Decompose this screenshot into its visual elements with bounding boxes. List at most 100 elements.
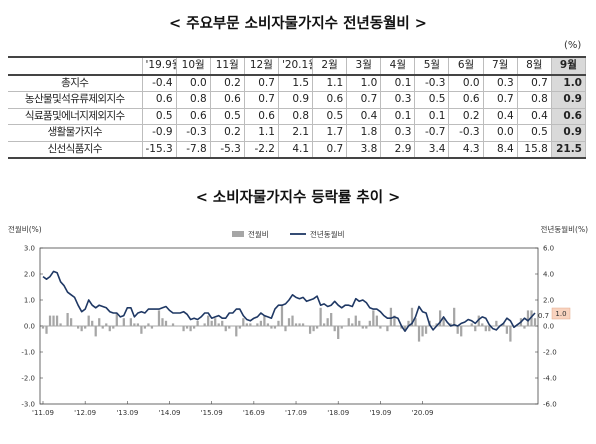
bar-mom <box>351 323 354 326</box>
bar-mom <box>94 326 97 337</box>
x-tick-label: '13.09 <box>116 409 138 417</box>
bar-mom <box>308 326 312 334</box>
bar-mom <box>442 318 445 326</box>
bar-mom <box>435 323 438 326</box>
x-tick-label: '19.09 <box>369 409 391 417</box>
table-title: < 주요부문 소비자물가지수 전년동월비 > <box>169 15 427 32</box>
legend-line-label: 전년동월비 <box>310 229 345 239</box>
callout-label: 1.0 <box>555 310 566 318</box>
table-cell: -7.8 <box>175 140 211 159</box>
bar-mom <box>129 318 132 326</box>
bar-mom <box>438 310 442 326</box>
right-tick-label: 2.0 <box>543 297 554 305</box>
table-cell: -2.2 <box>243 140 279 159</box>
bar-mom <box>59 323 62 326</box>
bar-mom <box>224 326 227 332</box>
bar-mom <box>526 310 530 326</box>
table-cell: -15.3 <box>141 140 177 159</box>
bar-mom <box>477 315 480 326</box>
table-cell: 0.7 <box>516 74 552 92</box>
bar-mom <box>379 326 382 329</box>
table-cell: 0.6 <box>243 107 279 125</box>
table-cell: 3.4 <box>414 140 450 159</box>
bar-mom <box>284 326 287 332</box>
cpi-table: '19.9월 10월 11월 12월 '20.1월 2월 3월 4월 5월 6월… <box>8 56 587 159</box>
bar-mom <box>91 320 94 326</box>
right-tick-label: -2.0 <box>543 349 557 357</box>
bar-mom <box>484 326 487 332</box>
table-cell: 0.5 <box>209 107 245 125</box>
table-cell: 0.5 <box>414 91 450 109</box>
bar-mom <box>315 326 319 329</box>
row-label: 농산물및석유류제외지수 <box>8 91 143 109</box>
table-cell: 0.8 <box>516 91 552 109</box>
bar-mom <box>319 307 322 326</box>
right-tick-label: 0.0 <box>543 323 554 331</box>
bar-mom <box>474 326 477 332</box>
table-cell: 1.0 <box>346 74 382 92</box>
table-cell: 0.1 <box>414 107 450 125</box>
table-cell: 0.5 <box>312 107 348 125</box>
bar-mom <box>52 315 55 326</box>
bar-mom <box>210 320 213 326</box>
bar-mom <box>495 320 498 326</box>
bar-mom <box>410 307 414 326</box>
bar-mom <box>147 323 150 326</box>
bar-mom <box>259 320 263 326</box>
bar-mom <box>453 307 456 326</box>
line-yoy <box>42 270 536 332</box>
bar-mom <box>424 326 428 334</box>
table-cell: 0.8 <box>277 107 314 125</box>
bar-mom <box>126 326 129 327</box>
bar-mom <box>73 326 76 327</box>
bar-mom <box>326 318 329 326</box>
x-tick-label: '18.09 <box>327 409 349 417</box>
bar-mom <box>98 318 101 326</box>
bar-mom <box>161 318 164 326</box>
x-tick-label: '17.09 <box>285 409 307 417</box>
bar-mom <box>108 326 111 332</box>
bar-mom <box>481 323 484 326</box>
bar-mom <box>382 326 386 327</box>
table-cell: -0.9 <box>141 124 177 142</box>
bar-mom <box>105 323 108 326</box>
table-row: 식료품및에너지제외지수 0.5 0.6 0.5 0.6 0.8 0.5 0.4 0.1 0.1 0.… <box>8 107 587 125</box>
bar-mom <box>45 326 48 334</box>
table-cell: 0.2 <box>448 107 484 125</box>
bar-mom <box>143 326 147 329</box>
right-tick-label: -6.0 <box>543 401 557 409</box>
bar-mom <box>256 323 259 326</box>
bar-mom <box>228 326 231 329</box>
table-cell: 0.7 <box>482 91 518 109</box>
bar-mom <box>277 320 280 326</box>
bar-mom <box>446 326 449 327</box>
cpi-trend-chart: 전월비(%) 전년동월비(%)3.02.01.00.0-1.0-2.0-3.06.… <box>8 224 589 417</box>
col-header: 2월 <box>312 56 348 76</box>
bar-mom <box>231 326 234 327</box>
left-axis-title: 전월비(%) <box>8 224 42 234</box>
table-cell: 0.7 <box>346 91 382 109</box>
left-tick-label: 1.0 <box>24 297 35 305</box>
left-tick-label: -1.0 <box>21 349 35 357</box>
legend-bar-swatch <box>232 231 244 237</box>
table-cell: 0.6 <box>175 107 211 125</box>
bar-mom <box>389 307 393 326</box>
bar-mom <box>347 318 350 326</box>
right-tick-label: -4.0 <box>543 375 557 383</box>
table-cell: 0.1 <box>380 107 416 125</box>
table-cell: 0.5 <box>516 124 552 142</box>
col-header: 10월 <box>175 56 211 76</box>
bar-mom <box>48 315 52 326</box>
right-axis-title: 전년동월비(%) <box>541 224 589 234</box>
bar-mom <box>263 315 266 326</box>
x-tick-label: '16.09 <box>243 409 265 417</box>
table-cell: 0.2 <box>209 74 245 92</box>
table-cell: 0.4 <box>346 107 382 125</box>
bar-mom <box>460 326 463 337</box>
table-cell: 0.0 <box>482 124 518 142</box>
left-tick-label: 0.0 <box>24 323 35 331</box>
bar-mom <box>280 305 284 326</box>
bar-mom <box>393 315 396 326</box>
table-cell-current: 21.5 <box>550 140 587 159</box>
bar-mom <box>368 320 371 326</box>
